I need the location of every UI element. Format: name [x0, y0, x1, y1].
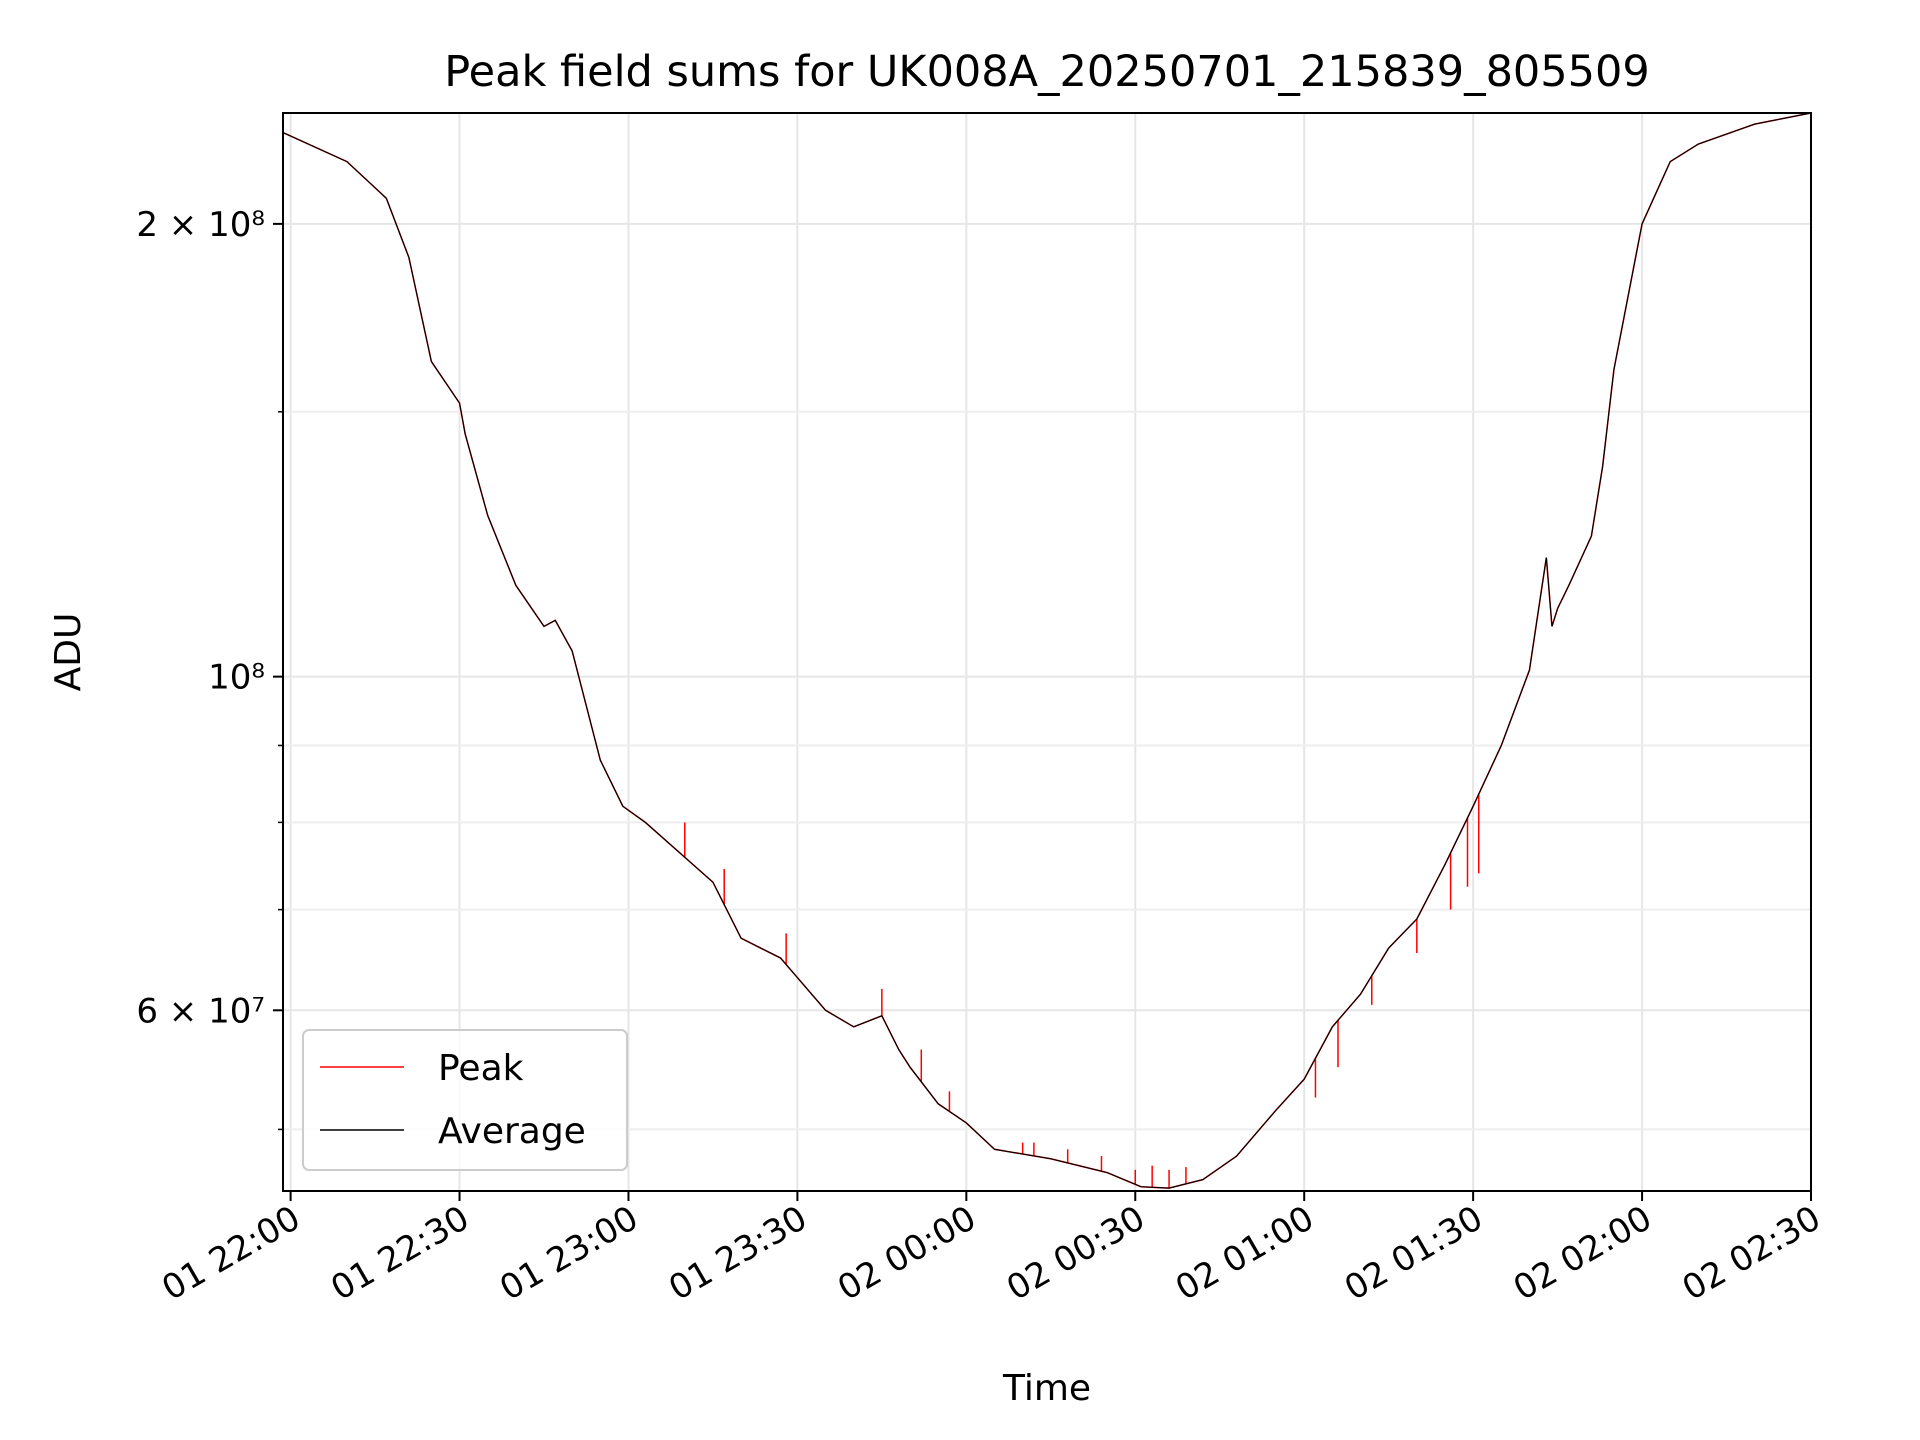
series-line-average [282, 112, 1812, 1189]
legend-box [302, 1029, 628, 1171]
legend-label-average: Average [438, 1111, 586, 1152]
y-axis-ticks: 2 × 10⁸ 10⁸ 6 × 10⁷ [136, 205, 283, 1131]
legend-label-peak: Peak [438, 1048, 524, 1089]
y-tick-label: 6 × 10⁷ [136, 991, 265, 1031]
axes-frame [282, 112, 1812, 1192]
series-layer [282, 112, 1812, 1189]
y-axis-label: ADU [48, 613, 89, 692]
chart-title: Peak field sums for UK008A_20250701_2158… [444, 47, 1649, 97]
plot-area [282, 112, 1812, 1189]
x-axis-label: Time [1002, 1368, 1091, 1409]
y-tick-label: 10⁸ [208, 658, 265, 698]
legend: Peak Average [302, 1029, 628, 1171]
y-tick-label: 2 × 10⁸ [136, 205, 265, 245]
